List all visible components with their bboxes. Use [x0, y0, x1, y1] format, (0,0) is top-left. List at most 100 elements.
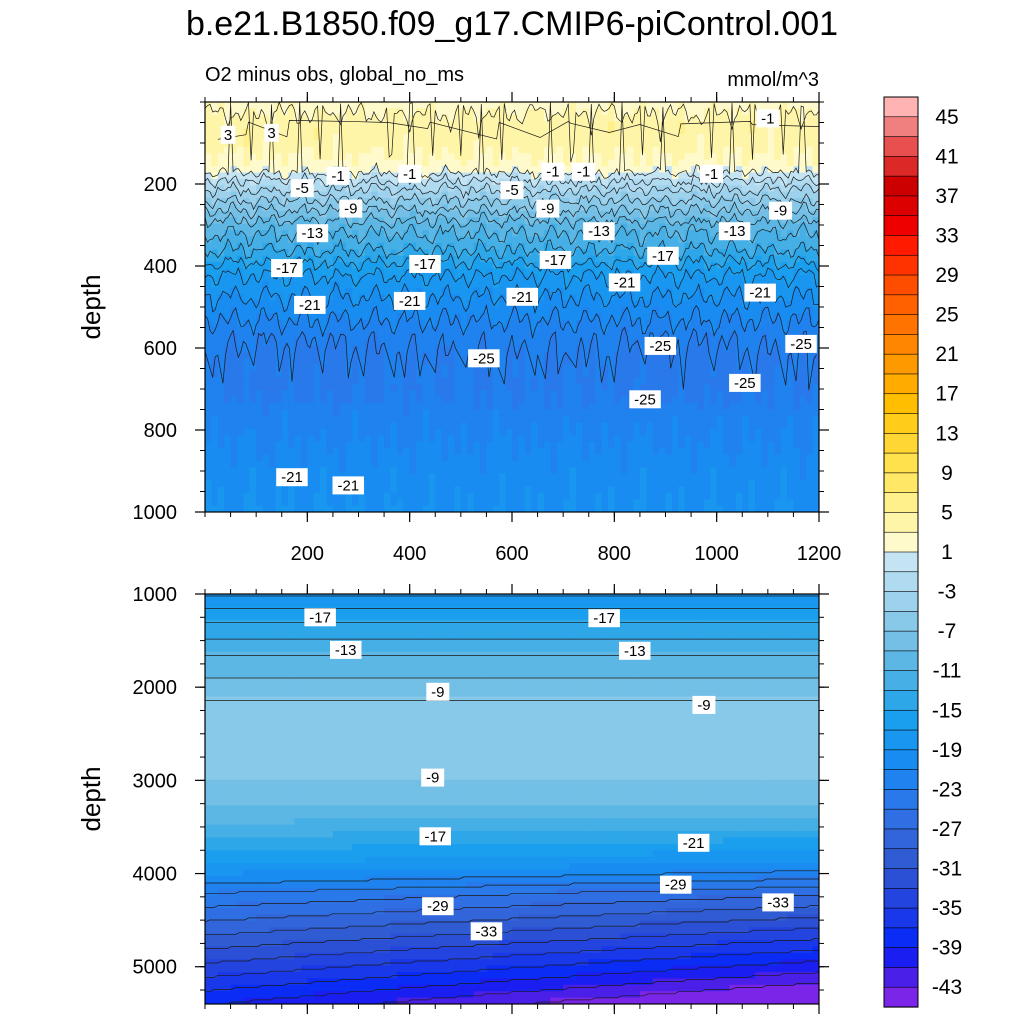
- contour-cell: [275, 102, 283, 110]
- contour-cell: [243, 460, 251, 468]
- contour-cell: [384, 287, 392, 295]
- contour-cell: [371, 428, 379, 436]
- contour-cell: [691, 435, 699, 443]
- contour-cell: [492, 479, 500, 487]
- contour-cell: [224, 274, 232, 282]
- contour-cell: [403, 268, 411, 276]
- contour-cell: [243, 191, 251, 199]
- contour-cell: [377, 364, 385, 372]
- contour-cell: [409, 281, 417, 289]
- contour-cell: [390, 441, 398, 449]
- contour-cell: [524, 319, 532, 327]
- contour-cell: [211, 268, 219, 276]
- contour-cell: [281, 441, 289, 449]
- contour-cell: [595, 383, 603, 391]
- contour-cell: [537, 479, 545, 487]
- contour-cell: [588, 422, 596, 430]
- contour-cell: [601, 121, 609, 129]
- contour-cell: [236, 479, 244, 487]
- contour-cell: [313, 396, 321, 404]
- contour-cell: [499, 313, 507, 321]
- contour-cell: [512, 198, 519, 206]
- contour-cell: [665, 172, 673, 180]
- contour-cell: [409, 146, 417, 154]
- contour-cell: [550, 409, 558, 417]
- contour-cell: [300, 153, 308, 161]
- contour-cell: [588, 351, 596, 359]
- contour-cell: [448, 114, 456, 122]
- contour-cell: [518, 371, 526, 379]
- contour-cell: [205, 307, 212, 315]
- contour-cell: [313, 415, 321, 423]
- contour-cell: [614, 134, 622, 142]
- contour-cell: [512, 255, 519, 263]
- contour-cell: [582, 102, 590, 110]
- contour-cell: [294, 172, 302, 180]
- contour-cell: [671, 204, 679, 212]
- contour-cell: [294, 371, 302, 379]
- contour-cell: [543, 307, 551, 315]
- contour-cell: [467, 236, 475, 244]
- contour-cell: [256, 140, 264, 148]
- contour-cell: [512, 409, 519, 417]
- contour-cell: [524, 230, 532, 238]
- contour-cell: [473, 166, 481, 174]
- contour-cell: [275, 326, 283, 334]
- contour-cell: [205, 435, 212, 443]
- contour-cell: [486, 383, 494, 391]
- contour-cell: [300, 114, 308, 122]
- contour-cell: [332, 332, 340, 340]
- contour-cell: [646, 326, 654, 334]
- contour-cell: [684, 178, 692, 186]
- contour-cell: [492, 210, 500, 218]
- contour-cell: [556, 377, 564, 385]
- contour-cell: [326, 146, 334, 154]
- contour-cell: [211, 351, 219, 359]
- contour-cell: [691, 108, 699, 116]
- contour-cell: [627, 415, 635, 423]
- contour-cell: [300, 198, 308, 206]
- contour-cell: [678, 377, 686, 385]
- contour-cell: [428, 134, 436, 142]
- contour-cell: [307, 358, 315, 366]
- contour-cell: [480, 505, 488, 512]
- contour-cell: [697, 313, 705, 321]
- contour-cell: [691, 486, 699, 494]
- contour-cell: [300, 441, 308, 449]
- contour-cell: [492, 287, 500, 295]
- contour-cell: [595, 486, 603, 494]
- contour-cell: [448, 428, 456, 436]
- contour-cell: [460, 415, 468, 423]
- contour-cell: [678, 358, 686, 366]
- contour-cell: [467, 441, 475, 449]
- contour-cell: [601, 479, 609, 487]
- contour-cell: [531, 428, 539, 436]
- contour-cell: [243, 435, 251, 443]
- contour-cell: [569, 178, 577, 186]
- contour-cell: [543, 268, 551, 276]
- contour-cell: [550, 274, 558, 282]
- contour-cell: [288, 121, 296, 129]
- contour-cell: [217, 223, 225, 231]
- contour-cell: [313, 172, 321, 180]
- contour-cell: [633, 198, 641, 206]
- contour-cell: [678, 294, 686, 302]
- contour-cell: [313, 287, 321, 295]
- contour-cell: [563, 108, 571, 116]
- contour-cell: [448, 204, 456, 212]
- contour-cell: [211, 287, 219, 295]
- contour-cell: [211, 242, 219, 250]
- contour-cell: [364, 236, 372, 244]
- contour-cell: [217, 255, 225, 263]
- contour-cell: [339, 108, 347, 116]
- contour-cell: [691, 441, 699, 449]
- contour-cell: [582, 262, 590, 270]
- contour-cell: [480, 127, 488, 135]
- contour-cell: [697, 377, 705, 385]
- contour-cell: [595, 345, 603, 353]
- contour-cell: [294, 454, 302, 462]
- contour-cell: [524, 447, 532, 455]
- contour-cell: [684, 191, 692, 199]
- contour-cell: [505, 409, 513, 417]
- contour-cell: [671, 358, 679, 366]
